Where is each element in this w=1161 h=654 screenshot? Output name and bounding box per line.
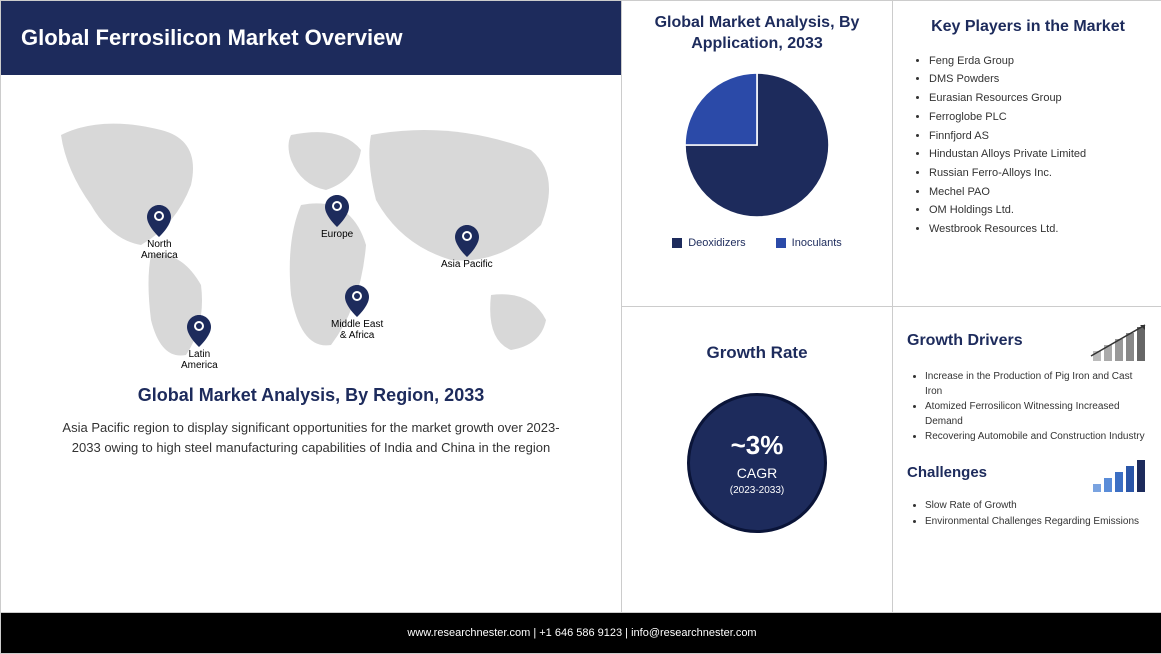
map-pin-north-america: NorthAmerica <box>141 205 178 261</box>
world-map-silhouette <box>21 95 601 375</box>
player-item: Finnfjord AS <box>929 127 1147 146</box>
pie-chart <box>677 65 837 225</box>
player-item: Hindustan Alloys Private Limited <box>929 145 1147 164</box>
pie-title: Global Market Analysis, By Application, … <box>634 13 880 55</box>
location-pin-icon <box>147 205 171 237</box>
cagr-label: CAGR <box>737 465 777 481</box>
drivers-challenges-panel: Growth Drivers Increase in the Productio… <box>893 307 1161 612</box>
region-label: Asia Pacific <box>441 259 493 270</box>
region-description: Asia Pacific region to display significa… <box>21 406 601 469</box>
pie-chart-panel: Global Market Analysis, By Application, … <box>622 1 892 306</box>
legend-swatch <box>672 238 682 248</box>
player-item: Eurasian Resources Group <box>929 89 1147 108</box>
growth-rate-panel: Growth Rate ~3% CAGR (2023-2033) <box>622 307 892 612</box>
players-title: Key Players in the Market <box>909 17 1147 38</box>
challenges-list: Slow Rate of GrowthEnvironmental Challen… <box>907 498 1149 530</box>
region-label: NorthAmerica <box>141 239 178 261</box>
region-label: Middle East& Africa <box>331 319 383 341</box>
pie-slice-inoculants <box>685 73 757 145</box>
player-item: Ferroglobe PLC <box>929 108 1147 127</box>
player-item: OM Holdings Ltd. <box>929 201 1147 220</box>
legend-label: Inoculants <box>792 237 842 249</box>
cagr-value: ~3% <box>731 430 784 461</box>
driver-item: Recovering Automobile and Construction I… <box>925 429 1149 444</box>
map-pin-middle-east-africa: Middle East& Africa <box>331 285 383 341</box>
page-title: Global Ferrosilicon Market Overview <box>1 1 621 75</box>
driver-item: Increase in the Production of Pig Iron a… <box>925 369 1149 399</box>
key-players-panel: Key Players in the Market Feng Erda Grou… <box>893 1 1161 306</box>
growth-bars-icon <box>1089 321 1149 361</box>
challenges-bars-icon <box>1089 452 1149 492</box>
player-item: Feng Erda Group <box>929 52 1147 71</box>
region-label: LatinAmerica <box>181 349 218 371</box>
map-pin-latin-america: LatinAmerica <box>181 315 218 371</box>
legend-item-inoculants: Inoculants <box>776 237 842 249</box>
player-item: Russian Ferro-Alloys Inc. <box>929 164 1147 183</box>
drivers-list: Increase in the Production of Pig Iron a… <box>907 369 1149 444</box>
players-list: Feng Erda GroupDMS PowdersEurasian Resou… <box>909 52 1147 239</box>
driver-item: Atomized Ferrosilicon Witnessing Increas… <box>925 399 1149 429</box>
footer-text: www.researchnester.com | +1 646 586 9123… <box>407 627 756 639</box>
challenge-item: Slow Rate of Growth <box>925 498 1149 514</box>
location-pin-icon <box>325 195 349 227</box>
player-item: Westbrook Resources Ltd. <box>929 220 1147 239</box>
legend-label: Deoxidizers <box>688 237 745 249</box>
map-pin-asia-pacific: Asia Pacific <box>441 225 493 270</box>
overview-panel: Global Ferrosilicon Market Overview Nort… <box>1 1 621 612</box>
legend-item-deoxidizers: Deoxidizers <box>672 237 745 249</box>
legend-swatch <box>776 238 786 248</box>
footer: www.researchnester.com | +1 646 586 9123… <box>1 613 1161 653</box>
player-item: DMS Powders <box>929 70 1147 89</box>
map-pin-europe: Europe <box>321 195 353 240</box>
player-item: Mechel PAO <box>929 183 1147 202</box>
cagr-circle: ~3% CAGR (2023-2033) <box>687 393 827 533</box>
location-pin-icon <box>187 315 211 347</box>
map-area: NorthAmerica LatinAmerica Europe Middle Eas… <box>1 75 621 612</box>
growth-rate-title: Growth Rate <box>638 343 876 363</box>
challenges-title: Challenges <box>907 464 987 481</box>
location-pin-icon <box>345 285 369 317</box>
pie-legend: Deoxidizers Inoculants <box>634 237 880 249</box>
location-pin-icon <box>455 225 479 257</box>
drivers-title: Growth Drivers <box>907 331 1023 350</box>
region-label: Europe <box>321 229 353 240</box>
cagr-period: (2023-2033) <box>730 485 784 496</box>
region-analysis-title: Global Market Analysis, By Region, 2033 <box>21 385 601 406</box>
challenge-item: Environmental Challenges Regarding Emiss… <box>925 514 1149 530</box>
